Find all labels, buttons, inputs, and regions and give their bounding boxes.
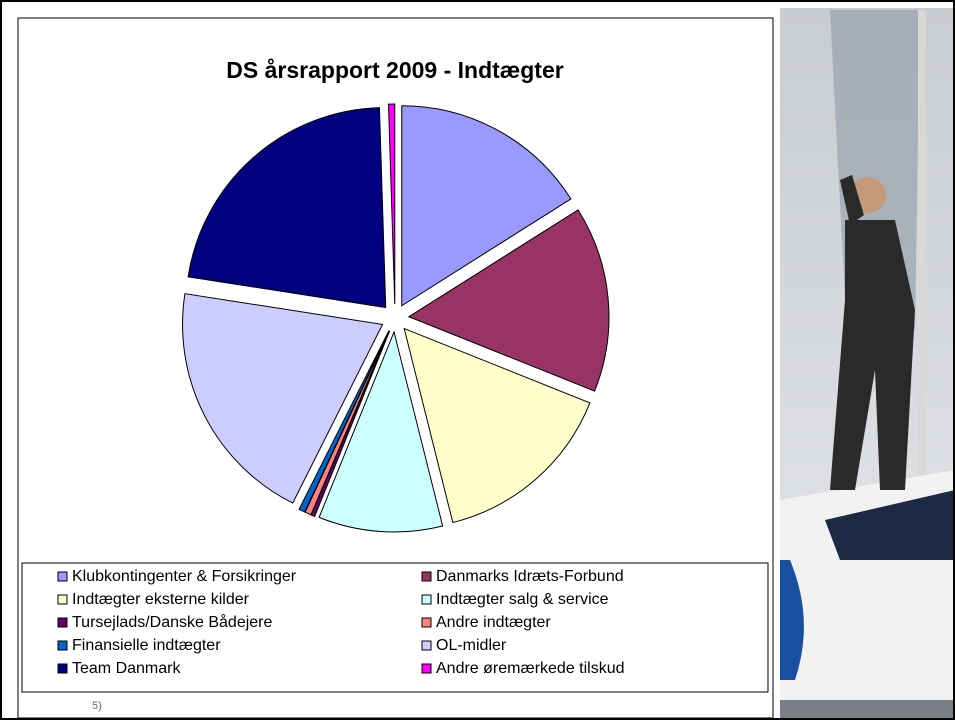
legend-swatch (421, 594, 432, 605)
legend-swatch (57, 571, 68, 582)
photo (780, 8, 955, 720)
pie-slice (182, 293, 384, 504)
legend-swatch (421, 640, 432, 651)
legend-label: Indtægter eksterne kilder (72, 591, 250, 608)
pie-slice (407, 209, 610, 392)
legend-label: Indtægter salg & service (436, 591, 609, 608)
pie (182, 103, 610, 533)
legend-swatch (57, 640, 68, 651)
pie-slice (403, 327, 591, 524)
legend-label: OL-midler (436, 637, 507, 654)
legend-label: Andre indtægter (436, 614, 551, 631)
pie-slice (318, 330, 444, 533)
legend-label: Finansielle indtægter (72, 637, 221, 654)
legend-label: Team Danmark (72, 660, 181, 677)
pie-slice (298, 330, 390, 513)
legend: Klubkontingenter & Forsikringer Danmarks … (57, 568, 625, 677)
legend-swatch (421, 663, 432, 674)
legend-label: Danmarks Idræts-Forbund (436, 568, 624, 585)
chart-title: DS årsrapport 2009 - Indtægter (226, 57, 563, 83)
legend-swatch (421, 571, 432, 582)
legend-label: Andre øremærkede tilskud (436, 660, 625, 677)
pie-slice (187, 107, 387, 309)
pie-slice (387, 103, 396, 305)
pie-slice (401, 105, 572, 307)
legend-label: Klubkontingenter & Forsikringer (72, 568, 297, 585)
legend-swatch (57, 663, 68, 674)
legend-swatch (421, 617, 432, 628)
legend-label: Tursejlads/Danske Bådejere (72, 613, 273, 631)
legend-box (21, 562, 769, 693)
legend-swatch (57, 617, 68, 628)
legend-swatch (57, 594, 68, 605)
footnote: 5) (92, 700, 102, 712)
